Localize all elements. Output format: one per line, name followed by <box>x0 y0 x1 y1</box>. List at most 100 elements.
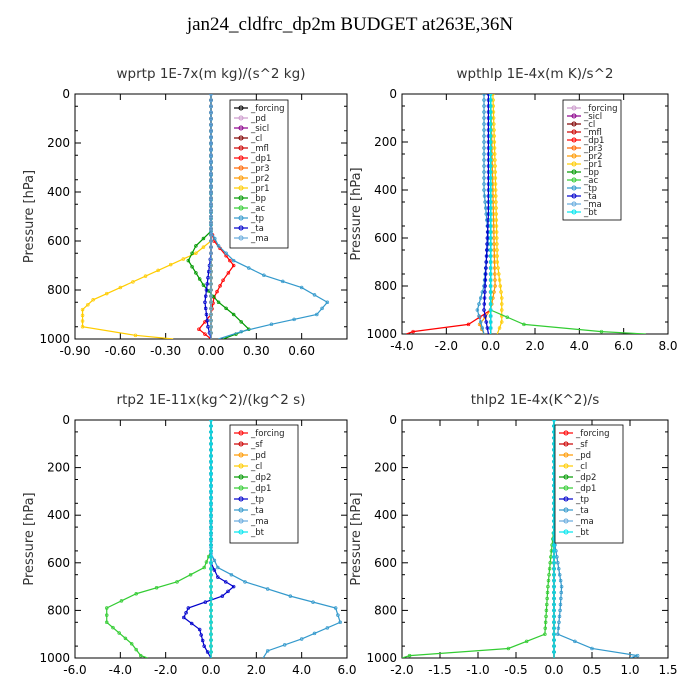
legend-marker <box>238 105 244 111</box>
legend-label: _dp1 <box>250 154 271 164</box>
series-marker <box>209 104 213 108</box>
series-marker <box>480 326 485 330</box>
series-marker <box>204 312 209 317</box>
series-marker <box>209 572 213 577</box>
legend-marker <box>571 161 577 167</box>
series-marker <box>209 578 213 583</box>
series-line-pr2 <box>478 94 496 334</box>
series-marker <box>486 164 491 168</box>
x-tick-label: -0.30 <box>150 344 181 358</box>
y-tick-label: 800 <box>374 279 397 293</box>
series-marker <box>484 320 488 324</box>
series-marker <box>209 555 213 559</box>
series-marker <box>209 257 213 262</box>
legend-box <box>562 99 622 221</box>
series-marker <box>552 584 556 589</box>
series-marker <box>475 308 480 312</box>
panel-title: thlp2 1E-4x(K^2)/s <box>471 392 600 408</box>
series-marker <box>209 608 213 613</box>
series-marker <box>482 94 486 96</box>
series-marker <box>547 572 551 577</box>
series-marker <box>312 631 317 636</box>
series-marker <box>119 599 124 603</box>
series-marker <box>488 260 493 264</box>
series-marker <box>209 325 213 329</box>
series-marker <box>494 224 499 228</box>
series-marker <box>80 313 85 318</box>
series-marker <box>209 477 213 482</box>
series-marker <box>557 620 561 625</box>
legend-label: _forcing <box>250 429 285 439</box>
series-marker <box>209 632 213 636</box>
y-tick-label: 400 <box>47 185 70 199</box>
series-marker <box>201 236 206 241</box>
series-marker <box>209 549 213 553</box>
series-marker <box>492 140 497 144</box>
series-marker <box>325 300 330 305</box>
legend-marker <box>571 145 577 151</box>
x-tick-label: 2.0 <box>247 663 266 677</box>
series-marker <box>482 176 486 180</box>
series-marker <box>231 258 236 263</box>
panel-title: rtp2 1E-11x(kg^2)/(kg^2 s) <box>117 392 306 408</box>
series-marker <box>488 206 493 210</box>
series-line-dp1 <box>198 94 235 339</box>
legend-box <box>229 99 289 249</box>
series-marker <box>224 251 228 256</box>
legend-label: _sf <box>575 440 589 450</box>
series-marker <box>134 591 138 596</box>
series-marker <box>552 566 556 571</box>
series-marker <box>552 626 556 630</box>
series-marker <box>209 430 213 434</box>
legend-label: _bt <box>250 528 265 538</box>
series-marker <box>488 320 493 324</box>
series-marker <box>194 251 198 256</box>
series-marker <box>104 620 109 625</box>
series-marker <box>573 639 577 644</box>
series-marker <box>111 625 115 630</box>
series-marker <box>488 94 493 96</box>
y-tick-label: 0 <box>62 413 70 427</box>
series-marker <box>209 153 213 158</box>
x-tick-label: 0.0 <box>201 663 220 677</box>
series-marker <box>209 294 213 298</box>
legend-marker <box>238 485 244 491</box>
series-marker <box>488 194 493 198</box>
series-marker <box>557 614 562 619</box>
series-marker <box>231 312 236 317</box>
legend-marker <box>238 496 244 502</box>
legend-label: _pr2 <box>583 152 603 162</box>
series-marker <box>211 301 215 305</box>
series-marker <box>209 543 213 547</box>
series-marker <box>216 565 220 570</box>
series-marker <box>552 644 556 648</box>
series-marker <box>590 646 594 651</box>
series-marker <box>493 272 497 276</box>
series-marker <box>491 296 495 300</box>
series-marker <box>488 146 493 150</box>
legend-marker <box>563 529 569 535</box>
series-marker <box>209 584 213 589</box>
series-marker <box>218 284 222 288</box>
series-marker <box>143 274 148 278</box>
legend-label: _forcing <box>583 104 618 114</box>
series-marker <box>488 254 493 258</box>
series-line-ta <box>210 420 341 658</box>
series-marker <box>209 566 213 571</box>
legend-label: _dp1 <box>250 484 271 494</box>
series-line-dp1 <box>106 420 212 658</box>
series-marker <box>486 176 491 180</box>
series-marker <box>209 171 213 176</box>
legend-marker <box>238 125 244 131</box>
series-marker <box>552 608 556 613</box>
series-marker <box>599 329 604 334</box>
legend-marker <box>238 185 244 191</box>
series-marker <box>209 620 213 625</box>
series-marker <box>558 608 562 613</box>
series-marker <box>203 306 208 311</box>
plot-frame <box>401 93 669 335</box>
series-marker <box>407 653 412 658</box>
y-axis-label: Pressure [hPa] <box>22 492 37 585</box>
legend-label: _ta <box>583 192 597 202</box>
series-marker <box>488 290 493 294</box>
